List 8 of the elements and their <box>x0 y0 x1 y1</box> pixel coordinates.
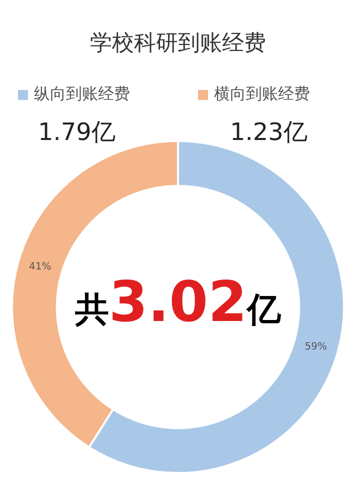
chart-title: 学校科研到账经费 <box>89 30 267 58</box>
text: 1.79亿 <box>38 117 116 148</box>
data-label: 59% <box>304 342 328 353</box>
legend-label: 横向到账经费 <box>213 84 310 105</box>
data-label: 41% <box>28 262 52 273</box>
legend-label: 纵向到账经费 <box>33 84 130 105</box>
text: 1.23亿 <box>230 117 308 148</box>
text: 共3.02亿 <box>74 270 282 335</box>
